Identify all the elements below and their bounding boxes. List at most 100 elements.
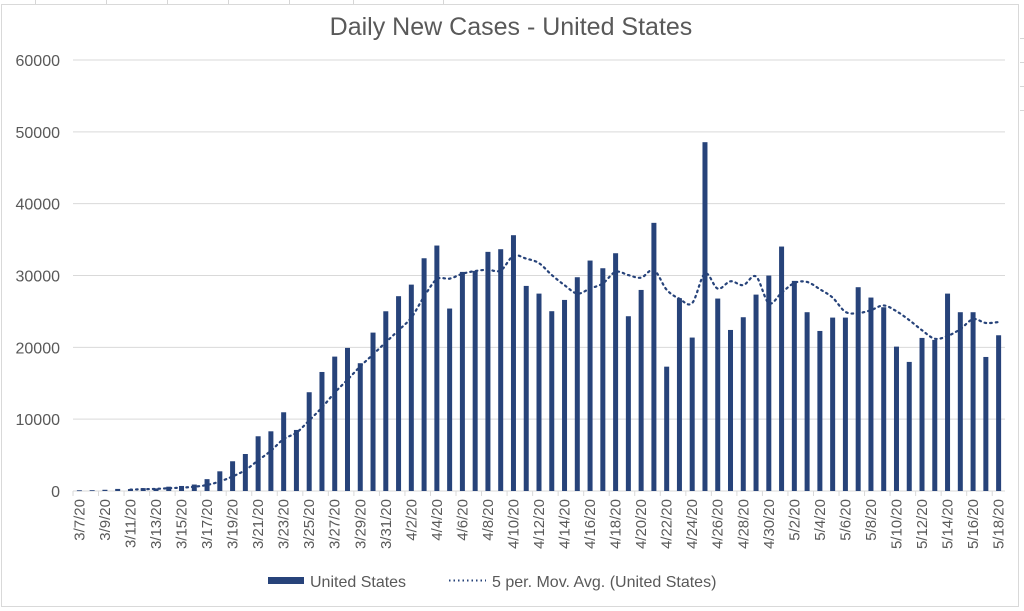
bar [957, 312, 963, 491]
bar [715, 298, 721, 491]
x-tick-label: 3/9/20 [97, 499, 114, 541]
bar [881, 307, 887, 491]
bar [408, 284, 414, 491]
bar [319, 371, 325, 491]
bar [779, 246, 785, 491]
x-tick-label: 3/27/20 [327, 499, 344, 549]
sheet-gridline [443, 0, 444, 4]
bar [651, 222, 657, 491]
bar-series [76, 142, 1002, 492]
x-tick-label: 4/20/20 [633, 499, 650, 549]
x-tick-label: 3/25/20 [301, 499, 318, 549]
x-tick-label: 3/31/20 [378, 499, 395, 549]
bar [945, 293, 951, 491]
bar [855, 287, 861, 491]
bar [76, 490, 82, 492]
y-tick-label: 20000 [16, 340, 61, 357]
bar [344, 347, 350, 491]
x-tick-label: 5/14/20 [940, 499, 957, 549]
bar [574, 277, 580, 491]
x-tick-label: 5/8/20 [863, 499, 880, 541]
x-tick-label: 5/6/20 [837, 499, 854, 541]
x-tick-label: 4/10/20 [505, 499, 522, 549]
bar [587, 260, 593, 491]
bar [510, 235, 516, 491]
x-tick-label: 4/22/20 [659, 499, 676, 549]
bar [702, 142, 708, 491]
bar [753, 294, 759, 491]
bar [191, 484, 197, 491]
bar [370, 332, 376, 491]
y-tick-label: 0 [51, 484, 60, 501]
x-tick-label: 3/13/20 [148, 499, 165, 549]
chart-area[interactable] [1, 4, 1019, 607]
bar [498, 249, 504, 491]
bar [281, 412, 287, 491]
x-tick-label: 5/2/20 [786, 499, 803, 541]
x-tick-label: 3/19/20 [225, 499, 242, 549]
bar [255, 436, 261, 491]
x-tick-label: 4/16/20 [582, 499, 599, 549]
sheet-gridline [1020, 110, 1024, 111]
sheet-gridline [106, 0, 107, 4]
x-tick-label: 3/21/20 [250, 499, 267, 549]
bar [204, 479, 210, 491]
x-tick-label: 4/12/20 [531, 499, 548, 549]
bar [676, 298, 682, 491]
sheet-gridline [1020, 62, 1024, 63]
bar [102, 489, 108, 491]
bar [983, 356, 989, 491]
bar [804, 312, 810, 491]
bar [459, 271, 465, 491]
x-tick-label: 4/2/20 [403, 499, 420, 541]
sheet-gridline [167, 0, 168, 4]
x-tick-label: 4/18/20 [608, 499, 625, 549]
x-tick-label: 4/28/20 [735, 499, 752, 549]
bar [868, 297, 874, 491]
legend-label-moving-average: 5 per. Mov. Avg. (United States) [492, 574, 716, 591]
moving-average-line [129, 254, 1000, 491]
sheet-gridline [353, 0, 354, 4]
bar [600, 268, 606, 491]
chart-title: Daily New Cases - United States [330, 13, 693, 41]
bar [357, 363, 363, 491]
bar [728, 329, 734, 491]
x-tick-label: 5/4/20 [812, 499, 829, 541]
x-axis: 3/7/20 3/9/20 3/11/20 3/13/20 3/15/20 3/17/20… [71, 490, 1008, 549]
x-tick-label: 5/18/20 [991, 499, 1008, 549]
bar [970, 312, 976, 491]
bar [306, 392, 312, 491]
bar [115, 488, 121, 491]
bar [332, 356, 338, 491]
bar [242, 454, 248, 491]
bar [447, 308, 453, 491]
x-tick-label: 5/12/20 [914, 499, 931, 549]
bar [523, 285, 529, 491]
bar [434, 245, 440, 491]
x-tick-label: 3/11/20 [122, 499, 139, 548]
moving-average-series [129, 254, 1000, 491]
bar [830, 317, 836, 491]
y-tick-label: 50000 [16, 125, 61, 142]
bar [549, 311, 555, 491]
bar [562, 299, 568, 491]
sheet-gridline [1020, 38, 1024, 39]
bar [817, 330, 823, 491]
x-tick-label: 4/4/20 [429, 499, 446, 541]
bar [689, 337, 695, 491]
bar [230, 461, 236, 491]
sheet-gridline [289, 0, 290, 4]
sheet-gridline [228, 0, 229, 4]
bar [472, 270, 478, 491]
sheet-gridline [35, 0, 36, 4]
bar [421, 258, 427, 491]
x-tick-label: 5/10/20 [888, 499, 905, 549]
bar [740, 317, 746, 491]
x-tick-label: 3/23/20 [276, 499, 293, 549]
bar [613, 253, 619, 491]
bar [842, 317, 848, 491]
y-tick-label: 60000 [16, 53, 61, 70]
bar [893, 346, 899, 491]
bar [996, 335, 1002, 491]
